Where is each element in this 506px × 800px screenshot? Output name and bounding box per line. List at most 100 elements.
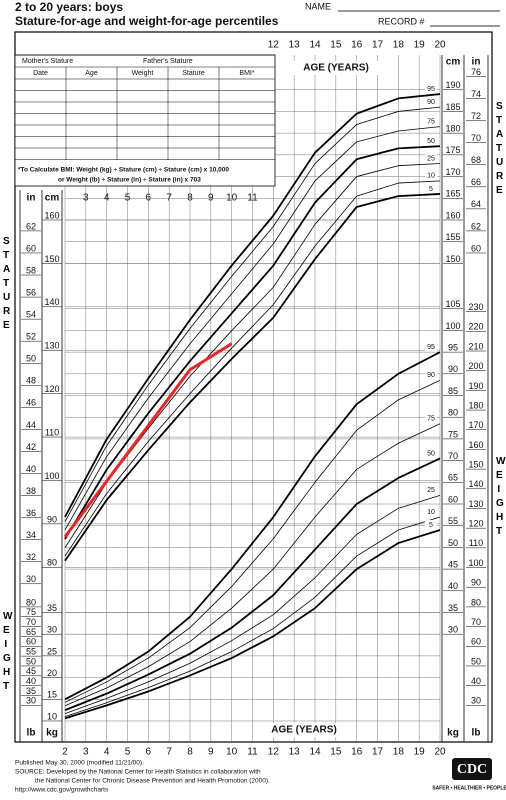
percentile-label-bg	[425, 170, 437, 180]
axis-title: AGE (YEARS)	[271, 725, 337, 736]
y-tick-label: 100	[468, 558, 483, 568]
y-tick-label: 80	[47, 558, 57, 568]
percentile-label: 50	[427, 138, 435, 145]
y-tick-label: 140	[468, 479, 483, 489]
percentile-label: 90	[427, 99, 435, 106]
y-tick-label: 185	[445, 102, 460, 112]
y-tick-label: 90	[471, 578, 481, 588]
y-tick-label: 58	[26, 265, 36, 275]
x-tick-label: 6	[146, 747, 152, 758]
y-tick-label: 42	[26, 442, 36, 452]
percentile-label-bg	[425, 84, 437, 94]
y-tick-label: 30	[471, 696, 481, 706]
x-tick-label: 17	[372, 747, 384, 758]
title: 2 to 20 years: boys	[15, 0, 123, 14]
percentile-label: 5	[429, 186, 433, 193]
y-tick-label: 48	[26, 376, 36, 386]
y-tick-label: 90	[47, 514, 57, 524]
table-header: Weight	[132, 70, 154, 77]
percentile-line	[64, 351, 441, 701]
y-tick-label: 35	[47, 603, 57, 613]
y-tick-label: 150	[445, 254, 460, 264]
y-tick-label: 165	[445, 189, 460, 199]
weight-left-label: WEIGHT	[3, 611, 13, 692]
x-tick-label: 7	[166, 747, 172, 758]
footer-line: SOURCE: Developed by the National Center…	[15, 769, 261, 776]
y-tick-label: 34	[26, 530, 36, 540]
y-tick-label: 46	[26, 398, 36, 408]
percentile-label: 75	[427, 118, 435, 125]
y-tick-label: 70	[471, 617, 481, 627]
y-tick-label: 38	[26, 486, 36, 496]
y-tick-label: 60	[471, 243, 481, 253]
x-tick-label: 18	[393, 40, 405, 51]
percentile-label-bg	[425, 97, 437, 107]
percentile-label: 10	[427, 509, 435, 516]
percentile-label: 50	[427, 450, 435, 457]
x-tick-label: 19	[414, 40, 426, 51]
slogan: SAFER • HEALTHIER • PEOPLE™	[432, 785, 506, 791]
frame	[14, 31, 493, 743]
y-tick-label: 40	[471, 676, 481, 686]
y-tick-label: 66	[471, 177, 481, 187]
x-tick-label: 17	[372, 40, 384, 51]
y-tick-label: 50	[448, 538, 458, 548]
y-tick-label: 65	[26, 627, 36, 637]
table-header: Stature	[182, 70, 205, 77]
y-tick-label: 40	[26, 464, 36, 474]
percentile-line	[64, 516, 441, 718]
y-tick-label: 105	[445, 299, 460, 309]
percentile-label-bg	[425, 136, 437, 146]
y-tick-label: 100	[445, 321, 460, 331]
y-tick-label: 100	[44, 471, 59, 481]
axis-title-bg	[290, 61, 382, 75]
weight-right-label: WEIGHT	[496, 456, 506, 537]
y-tick-label: 56	[26, 287, 36, 297]
unit-label: cm	[446, 57, 461, 68]
y-tick-label: 70	[448, 451, 458, 461]
table-parent: Father's Stature	[143, 58, 193, 65]
bmi-note: or Weight (lb) ÷ Stature (in) ÷ Stature …	[58, 177, 201, 184]
y-tick-label: 90	[448, 364, 458, 374]
y-tick-label: 230	[468, 302, 483, 312]
unit-bg	[444, 56, 462, 68]
y-tick-label: 52	[26, 332, 36, 342]
axis-title-bg	[258, 723, 350, 737]
unit-label: lb	[27, 728, 36, 739]
x-tick-label: 2	[62, 747, 68, 758]
unit-bg	[467, 56, 485, 68]
y-tick-label: 120	[468, 519, 483, 529]
percentile-line	[64, 423, 441, 707]
percentile-label-bg	[425, 183, 437, 193]
y-tick-label: 76	[471, 67, 481, 77]
y-tick-label: 40	[26, 676, 36, 686]
percentile-label: 25	[427, 487, 435, 494]
percentile-label: 5	[429, 522, 433, 529]
record-label: RECORD #	[378, 16, 425, 26]
name-label: NAME	[305, 1, 331, 11]
x-tick-label: 14	[309, 40, 321, 51]
x-tick-label: 15	[330, 40, 342, 51]
y-tick-label: 55	[26, 646, 36, 656]
table-header: Age	[85, 70, 98, 77]
x-tick-label: 3	[83, 747, 89, 758]
y-tick-label: 220	[468, 322, 483, 332]
unit-label: lb	[472, 728, 481, 739]
y-tick-label: 70	[471, 133, 481, 143]
y-tick-label: 150	[44, 254, 59, 264]
unit-bg	[43, 727, 61, 739]
y-tick-label: 62	[26, 221, 36, 231]
table-header: BMI*	[239, 70, 254, 77]
table-header: Date	[33, 70, 48, 77]
x-tick-label: 15	[330, 747, 342, 758]
y-tick-label: 75	[26, 607, 36, 617]
x-tick-label: 5	[125, 747, 131, 758]
footer-line: Published May 30, 2000 (modified 11/21/0…	[15, 760, 144, 767]
y-tick-label: 55	[448, 516, 458, 526]
y-tick-label: 180	[445, 124, 460, 134]
percentile-line	[64, 494, 441, 714]
y-tick-label: 45	[26, 666, 36, 676]
footer-line: the National Center for Chronic Disease …	[35, 778, 270, 785]
y-tick-label: 45	[448, 559, 458, 569]
